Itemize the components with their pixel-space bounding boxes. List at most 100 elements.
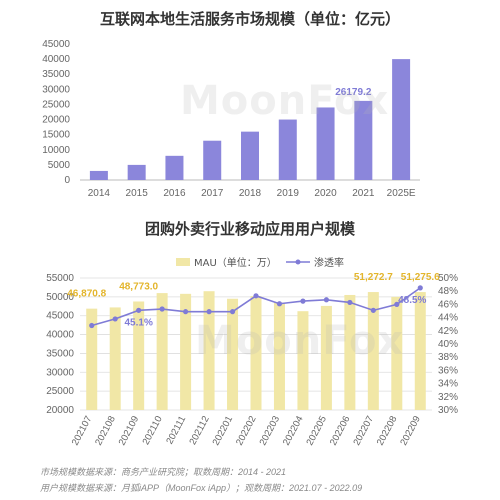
bar [278, 119, 297, 180]
legend-label-rate: 渗透率 [314, 256, 344, 269]
y-tick-label: 5000 [48, 160, 71, 171]
bar [297, 311, 309, 410]
x-tick-label: 202202 [234, 414, 259, 447]
x-tick-label: 202203 [258, 414, 283, 447]
line-point [159, 306, 165, 312]
line-point [89, 322, 95, 329]
x-tick-label: 202204 [281, 414, 306, 447]
bar [180, 293, 192, 410]
right-tick-label: 44% [438, 313, 458, 324]
x-tick-label: 202207 [351, 414, 376, 447]
bar [203, 291, 215, 410]
x-tick-label: 202110 [141, 414, 165, 447]
bar-data-label: 51,272.7 [354, 272, 393, 283]
x-tick-label: 2018 [239, 188, 262, 199]
x-tick-label: 2020 [314, 188, 337, 199]
bar [89, 170, 108, 180]
bar-data-label: 46,870.8 [67, 289, 106, 300]
x-tick-label: 202107 [70, 414, 95, 447]
legend-marker-rate [295, 259, 301, 265]
line-point [183, 309, 189, 315]
bar [156, 293, 168, 410]
right-tick-label: 38% [438, 352, 458, 363]
line-point [417, 285, 423, 291]
bar [165, 155, 184, 180]
bar [133, 301, 145, 410]
left-tick-label: 20000 [46, 405, 74, 416]
source-note-users: 用户规模数据来源：月狐iAPP（MoonFox iApp）；观数周期：2021.… [40, 483, 363, 493]
x-tick-label: 2016 [163, 188, 186, 199]
legend-label-mau: MAU（单位：万） [194, 256, 277, 269]
watermark-bottom: MoonFox [195, 318, 405, 364]
x-tick-label: 2019 [277, 188, 300, 199]
x-tick-label: 202201 [211, 414, 236, 447]
right-tick-label: 32% [438, 392, 458, 403]
x-tick-label: 202208 [375, 414, 400, 447]
right-tick-label: 42% [438, 326, 458, 337]
left-tick-label: 30000 [46, 367, 74, 378]
line-point [370, 307, 376, 313]
line-point [112, 316, 118, 322]
user-scale-chart: MAU（单位：万） 渗透率 20000 25000 30000 35000 40000 450… [46, 256, 458, 447]
left-tick-label: 25000 [46, 386, 74, 397]
line-point [206, 309, 212, 315]
chart1-title: 互联网本地生活服务市场规模（单位：亿元） [99, 10, 400, 28]
line-point [394, 301, 400, 307]
x-tick-label: 202206 [328, 414, 353, 447]
left-tick-label: 50000 [46, 292, 74, 303]
line-point [300, 298, 306, 304]
bar [392, 59, 411, 180]
bar-data-label: 51,275.6 [401, 272, 440, 283]
line-data-label: 48.5% [398, 295, 426, 306]
bar [273, 302, 285, 410]
bar [203, 140, 222, 180]
left-tick-label: 45000 [46, 311, 74, 322]
bar [320, 305, 332, 410]
market-size-chart: 0 5000 10000 15000 20000 25000 30000 35000 40000… [42, 39, 420, 199]
line-point [347, 299, 353, 306]
y-tick-label: 20000 [42, 115, 70, 126]
x-tick-label: 202111 [164, 414, 188, 446]
x-tick-label: 202109 [117, 414, 142, 447]
bar [241, 131, 259, 180]
x-tick-label: 202108 [93, 414, 118, 447]
bar [367, 292, 379, 410]
line-point [229, 309, 236, 315]
y-tick-label: 45000 [42, 39, 70, 50]
right-tick-label: 50% [438, 273, 458, 284]
chart2-title: 团购外卖行业移动应用用户规模 [144, 220, 355, 238]
right-tick-label: 40% [438, 339, 458, 350]
line-point [136, 307, 142, 313]
right-tick-label: 36% [438, 365, 458, 376]
x-tick-label: 2025E [387, 188, 416, 199]
y-tick-label: 0 [64, 175, 70, 186]
left-tick-label: 40000 [46, 330, 74, 341]
left-tick-label: 55000 [46, 273, 74, 284]
source-note-market: 市场规模数据来源：商务产业研究院；取数周期：2014 - 2021 [40, 467, 287, 477]
x-tick-label: 202112 [187, 414, 211, 447]
bar [316, 107, 335, 180]
bar [250, 296, 262, 410]
x-tick-label: 2014 [88, 188, 111, 199]
y-tick-label: 25000 [42, 99, 70, 110]
y-tick-label: 10000 [42, 145, 70, 156]
right-tick-label: 46% [438, 299, 458, 310]
bar [344, 294, 356, 410]
right-tick-label: 30% [438, 405, 458, 416]
bar [414, 292, 426, 410]
line-point [276, 301, 283, 307]
watermark-top: MoonFox [180, 78, 390, 124]
left-tick-label: 35000 [46, 348, 74, 359]
line-point [253, 293, 259, 299]
bar [391, 296, 403, 410]
x-tick-label: 202209 [398, 414, 423, 447]
right-tick-label: 34% [438, 379, 458, 390]
legend-swatch-mau [176, 258, 190, 266]
y-tick-label: 15000 [42, 130, 70, 141]
bar [86, 308, 98, 410]
bar [109, 307, 121, 410]
bar [354, 100, 373, 180]
bar [127, 164, 146, 180]
x-tick-label: 202205 [304, 414, 329, 447]
data-label: 26179.2 [335, 87, 372, 98]
